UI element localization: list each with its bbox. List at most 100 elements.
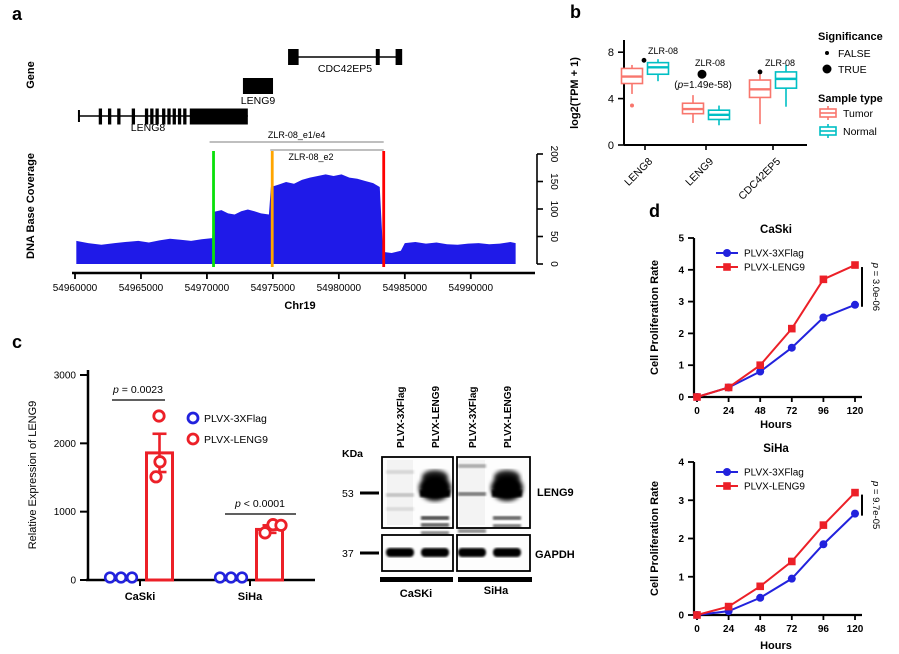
gene-exon (189, 108, 248, 125)
panel-a-genomic-coverage-chart: 54960000 54965000 54970000 54975000 54980000… (25, 49, 559, 312)
data-point-square (851, 488, 859, 497)
gene-exon (117, 108, 121, 125)
y-axis-title: Cell Proliferation Rate (649, 260, 661, 375)
x-tick-label: LENG9 (683, 156, 716, 189)
data-point-circle (851, 509, 860, 518)
gene-exon (107, 108, 112, 125)
legend-item-label: PLVX-LENG9 (744, 482, 805, 493)
y-tick-label: 3 (678, 496, 684, 507)
data-point-square (788, 557, 796, 566)
panel-b-label: b (570, 2, 581, 22)
data-point-square (693, 611, 701, 619)
data-point-square (788, 324, 796, 333)
x-tick-label: 54975000 (251, 283, 296, 294)
group-underline (380, 577, 453, 582)
y-tick-label: 3 (678, 297, 684, 308)
data-point-square (851, 261, 859, 269)
significance-dot-false (757, 69, 763, 75)
data-point-square (756, 582, 765, 591)
gene-name-label: CDC42EP5 (318, 63, 372, 75)
data-point-square (819, 275, 828, 284)
data-point-circle (787, 574, 796, 583)
data-point-circle (787, 343, 796, 352)
coverage-y-tick-label: 100 (548, 201, 559, 218)
series-line (696, 264, 856, 398)
annotation-p-value: (p=1.49e-58) (674, 80, 732, 91)
flag-replicate-point (103, 571, 117, 584)
coverage-axis-title: DNA Base Coverage (25, 153, 37, 259)
overexpression-band (422, 470, 448, 484)
panel-d-siha-line-chart: SiHa 0 1 2 3 4 0 24 48 72 96 120 Cell Proliferation … (649, 443, 881, 652)
panel-c-label: c (12, 332, 23, 352)
protein-band (493, 524, 521, 528)
legend-item-label: PLVX-3XFlag (744, 468, 804, 479)
gapdh-band (421, 548, 449, 557)
p-value-annotation: p < 0.0001 (234, 498, 285, 510)
significance-dot-false (641, 57, 647, 63)
gene-exon (150, 108, 154, 125)
legend-item-label: FALSE (838, 48, 871, 60)
legend-item-label: Tumor (843, 108, 873, 120)
panel-a-label: a (12, 4, 23, 24)
data-point-circle (756, 593, 765, 602)
gene-exon (395, 49, 403, 65)
data-point-square (819, 521, 828, 529)
x-tick-label: 0 (694, 624, 700, 635)
x-tick-label: 24 (723, 624, 735, 635)
gene-name-label: LENG8 (131, 122, 166, 134)
overexpression-band (494, 470, 520, 484)
legend-item-label: PLVX-3XFlag (744, 249, 804, 260)
x-tick-label: 72 (786, 624, 798, 635)
legend-square-icon (723, 482, 731, 490)
x-tick-label: 72 (786, 406, 798, 417)
data-point-circle (819, 313, 828, 322)
flag-replicate-point (125, 571, 139, 584)
lane-label: PLVX-3XFlag (396, 387, 407, 449)
coverage-y-tick-label: 0 (548, 261, 559, 267)
band-name-label: GAPDH (535, 549, 575, 561)
x-tick-label: 48 (755, 406, 767, 417)
y-axis-title: Cell Proliferation Rate (649, 481, 661, 596)
y-axis-title: log2(TPM + 1) (569, 57, 581, 129)
x-tick-label: 54960000 (53, 283, 98, 294)
chart-title: CaSki (760, 224, 792, 236)
gene-exon (162, 108, 166, 125)
gene-exon (375, 49, 380, 65)
gene-exon (177, 108, 182, 125)
y-tick-label: 5 (678, 234, 684, 245)
protein-band (386, 470, 414, 474)
gene-exon (167, 108, 171, 125)
legend-circle-icon (723, 249, 731, 257)
panel-c-western-blot: PLVX-3XFlag PLVX-LENG9 PLVX-3XFlag PLVX-LEN… (342, 386, 575, 600)
y-tick-label: 1000 (54, 507, 77, 518)
legend-circle-icon (186, 432, 200, 446)
y-tick-label: 1 (678, 572, 684, 583)
gene-axis-title: Gene (25, 61, 37, 89)
protein-band (458, 464, 486, 468)
gene-exon (155, 108, 159, 125)
legend-dot-icon (825, 51, 829, 55)
lane-label: PLVX-LENG9 (431, 386, 442, 448)
legend-square-icon (723, 263, 731, 271)
cell-line-label: CaSKi (400, 588, 432, 600)
x-axis-title: Hours (760, 640, 792, 652)
legend-circle-icon (723, 468, 731, 476)
y-tick-label: 0 (608, 140, 614, 152)
band-name-label: LENG9 (537, 487, 574, 499)
gene-exon (98, 108, 103, 125)
gene-name-label: LENG9 (241, 95, 276, 107)
gene-exon (288, 49, 299, 65)
y-axis-title: Relative Expression of LENG9 (27, 401, 39, 550)
x-tick-label: 120 (847, 406, 864, 417)
lncrna-annotation-label: ZLR-08 (765, 58, 795, 68)
x-tick-label: 96 (818, 406, 830, 417)
legend-item-label: PLVX-LENG9 (204, 434, 268, 446)
significance-dot-true (697, 69, 707, 79)
panel-b-expression-boxplot: 0 4 8 log2(TPM + 1) LENG8 LENG9 CDC42EP5 ZLR-08… (569, 31, 883, 203)
legend-title-significance: Significance (818, 31, 883, 43)
flag-replicate-point (235, 571, 249, 584)
lncrna-annotation-label: ZLR-08 (695, 58, 725, 68)
legend-dot-icon (822, 64, 832, 74)
legend-title-sample-type: Sample type (818, 93, 883, 105)
